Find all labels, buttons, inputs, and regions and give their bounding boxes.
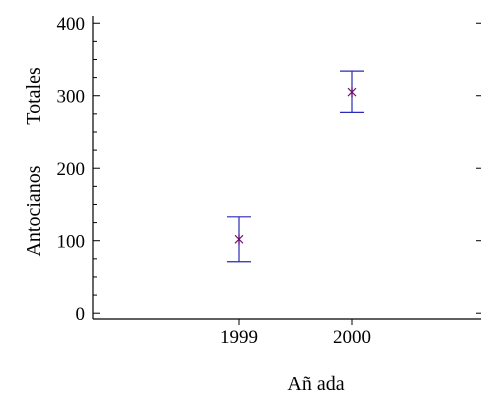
y-tick-label: 0 [76,304,86,325]
x-tick-label: 2000 [333,327,371,348]
y-axis-label-line-1: Antocianos [23,165,45,256]
y-tick-label: 100 [57,232,86,253]
y-tick-label: 200 [57,159,86,180]
x-axis-label: Añ ada [287,373,344,394]
y-tick-label: 400 [57,14,86,35]
x-tick-label: 1999 [220,327,258,348]
mean-marker [234,234,244,245]
y-tick-label: 300 [57,87,86,108]
data-marks [227,70,364,263]
mean-marker [347,87,357,98]
axes [92,16,481,320]
x-axis-ticks: 1999 2000 [220,319,371,348]
y-axis-ticks: 0 100 200 300 400 [57,14,481,325]
y-axis-label-line-2: Totales [23,67,45,125]
